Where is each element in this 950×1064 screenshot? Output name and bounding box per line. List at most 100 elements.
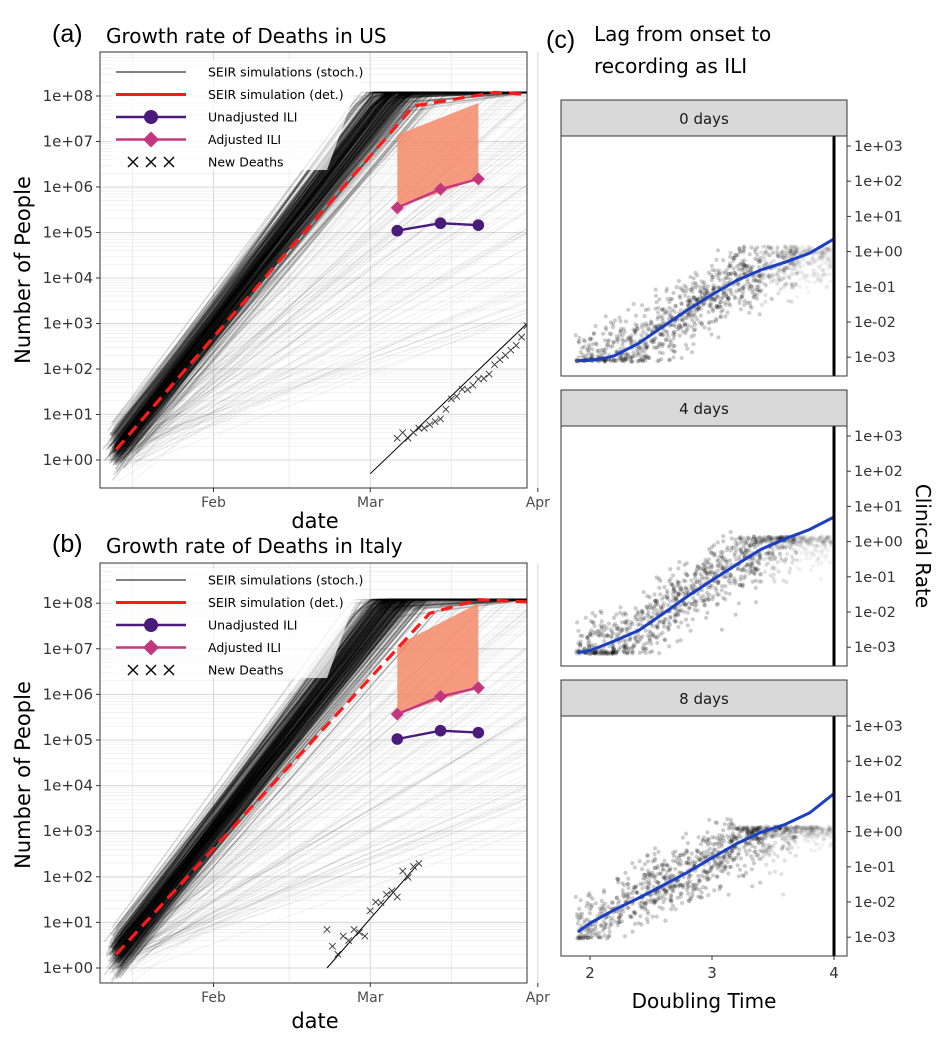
scatter-point (635, 326, 640, 331)
scatter-point (813, 260, 818, 265)
scatter-point (740, 828, 745, 834)
stoch-simulation-line (129, 91, 527, 451)
scatter-point (791, 540, 796, 545)
scatter-point (718, 300, 723, 305)
scatter-point (716, 580, 721, 586)
stoch-simulation-line (123, 794, 527, 958)
stoch-simulation-line (118, 598, 527, 957)
stoch-simulation-line (120, 598, 527, 956)
stoch-simulation-line (115, 91, 527, 441)
legend-label: SEIR simulation (det.) (208, 87, 344, 102)
deaths-fit-line (369, 323, 527, 475)
scatter-point (695, 579, 700, 584)
scatter-point (575, 914, 580, 919)
scatter-point (664, 286, 670, 291)
scatter-point (637, 901, 643, 906)
scatter-point (758, 540, 764, 545)
scatter-point (597, 351, 603, 356)
scatter-point (628, 622, 633, 627)
stoch-simulation-line (114, 91, 527, 442)
scatter-point (801, 833, 807, 839)
stoch-simulation-line (113, 598, 527, 954)
scatter-point (762, 263, 767, 268)
scatter-point (768, 260, 773, 265)
stoch-simulation-line (113, 91, 527, 455)
scatter-point (753, 540, 758, 545)
scatter-point (786, 846, 791, 851)
scatter-point (667, 579, 672, 584)
scatter-point (624, 626, 629, 631)
scatter-point (642, 642, 647, 647)
scatter-point (610, 646, 616, 651)
scatter-point (743, 541, 748, 546)
scatter-point (652, 874, 657, 879)
scatter-point (640, 322, 645, 327)
scatter-point (799, 539, 804, 544)
scatter-point (718, 859, 724, 864)
scatter-point (623, 353, 628, 358)
scatter-point (645, 607, 651, 612)
scatter-point (672, 884, 677, 889)
scatter-point (766, 561, 771, 566)
stoch-simulation-line (112, 598, 527, 964)
scatter-point (745, 268, 750, 273)
scatter-point (746, 841, 751, 846)
stoch-simulation-line (116, 91, 527, 454)
scatter-point (611, 357, 616, 362)
scatter-point (744, 852, 750, 857)
scatter-point (811, 271, 817, 276)
scatter-point (804, 273, 809, 278)
y-tick-label: 1e-03 (854, 640, 896, 656)
scatter-point (828, 835, 834, 840)
scatter-point (665, 334, 671, 339)
scatter-point (741, 267, 747, 272)
scatter-point (654, 914, 659, 919)
scatter-point (819, 276, 824, 281)
scatter-point (764, 551, 770, 556)
stoch-simulation-line (117, 803, 527, 963)
scatter-point (793, 550, 798, 556)
scatter-point (643, 354, 648, 359)
stoch-simulation-line (121, 91, 527, 444)
stoch-simulation-line (110, 598, 527, 970)
scatter-point (826, 256, 831, 261)
scatter-point (670, 888, 675, 894)
scatter-point (663, 862, 668, 867)
scatter-point (578, 633, 583, 638)
stoch-simulation-line (137, 92, 527, 451)
scatter-point (799, 250, 804, 255)
scatter-point (808, 829, 813, 834)
scatter-point (614, 358, 619, 363)
scatter-point (820, 251, 825, 256)
scatter-point (751, 287, 756, 292)
scatter-point (703, 839, 709, 845)
scatter-point (791, 537, 796, 542)
scatter-point (794, 835, 799, 840)
scatter-point (793, 824, 798, 829)
new-death-point (399, 867, 407, 875)
scatter-point (802, 256, 807, 261)
scatter-point (669, 340, 674, 345)
scatter-point (616, 901, 621, 906)
stoch-simulation-line (118, 598, 527, 964)
stoch-simulation-line (120, 599, 527, 956)
scatter-point (725, 559, 730, 565)
stoch-simulation-line (117, 598, 527, 941)
y-tick-label: 1e+02 (43, 868, 93, 886)
scatter-point (804, 539, 809, 544)
scatter-point (811, 824, 816, 829)
scatter-point (675, 327, 680, 332)
scatter-point (610, 651, 616, 656)
scatter-point (724, 275, 729, 280)
scatter-point (633, 911, 638, 917)
scatter-point (754, 558, 759, 563)
scatter-point (821, 250, 826, 255)
scatter-point (798, 558, 803, 563)
scatter-point (712, 551, 717, 556)
scatter-point (718, 862, 723, 867)
scatter-point (719, 837, 724, 842)
stoch-simulation-line (121, 91, 527, 441)
scatter-point (814, 270, 819, 276)
scatter-point (750, 561, 755, 566)
scatter-point (752, 829, 757, 834)
